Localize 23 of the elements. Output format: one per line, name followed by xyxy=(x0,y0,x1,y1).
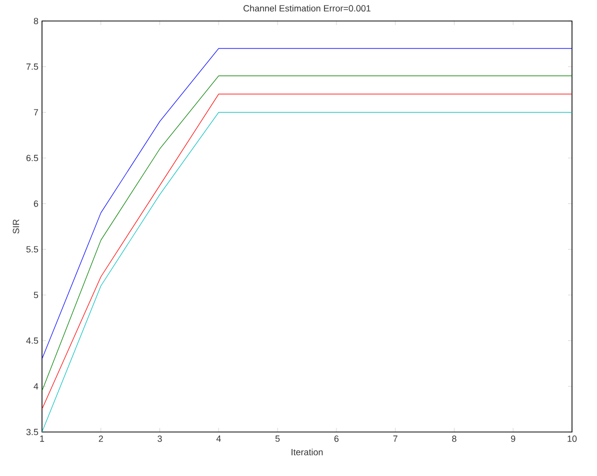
x-tick-label: 7 xyxy=(393,436,398,442)
x-tick-label: 4 xyxy=(216,436,221,442)
x-tick-label: 9 xyxy=(511,436,516,442)
y-axis-title: SIR xyxy=(12,219,20,234)
y-tick-label: 5 xyxy=(34,292,38,298)
y-tick-label: 6.5 xyxy=(26,154,38,162)
y-tick-label: 4 xyxy=(34,383,38,390)
y-tick-label: 6 xyxy=(34,200,38,207)
y-tick-label: 8 xyxy=(34,18,38,24)
x-tick-label: 3 xyxy=(158,436,162,442)
y-tick-label: 5.5 xyxy=(26,246,38,252)
y-tick-label: 4.5 xyxy=(26,338,38,344)
chart-title: Channel Estimation Error=0.001 xyxy=(244,4,370,12)
x-tick-label: 5 xyxy=(275,436,280,442)
x-tick-label: 10 xyxy=(568,436,577,442)
y-tick-label: 3.5 xyxy=(26,428,38,436)
x-tick-label: 2 xyxy=(98,436,103,442)
x-tick-label: 6 xyxy=(334,436,339,442)
x-tick-label: 1 xyxy=(40,436,44,442)
x-tick-label: 8 xyxy=(452,436,456,442)
y-tick-label: 7.5 xyxy=(26,64,38,70)
x-axis-title: Iteration xyxy=(292,448,323,456)
y-tick-label: 7 xyxy=(34,109,38,116)
